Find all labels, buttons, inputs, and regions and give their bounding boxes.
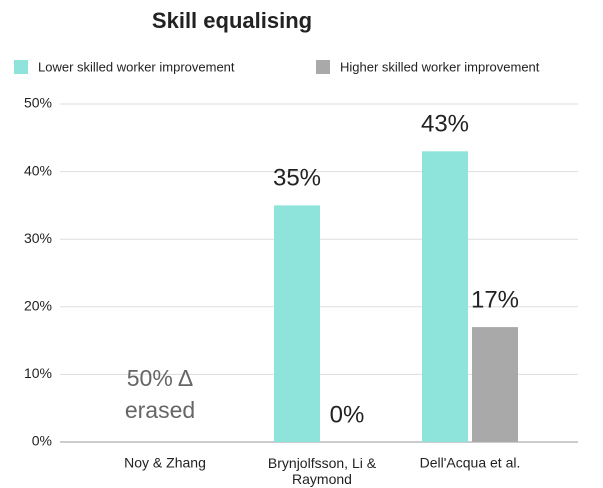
bar xyxy=(274,205,320,442)
y-tick-label: 50% xyxy=(24,95,52,111)
x-tick-label: Dell'Acqua et al. xyxy=(420,455,521,471)
legend-label: Higher skilled worker improvement xyxy=(340,59,540,74)
y-tick-label: 10% xyxy=(24,365,52,381)
legend-swatch xyxy=(14,60,28,74)
annotation: erased xyxy=(125,397,195,423)
bar xyxy=(472,327,518,442)
x-tick-label: Noy & Zhang xyxy=(124,455,206,471)
y-tick-label: 30% xyxy=(24,230,52,246)
data-label: 0% xyxy=(330,401,365,428)
y-tick-label: 0% xyxy=(32,433,52,449)
bar xyxy=(422,151,468,442)
data-label: 17% xyxy=(471,286,519,313)
chart-title: Skill equalising xyxy=(152,8,312,33)
data-label: 35% xyxy=(273,165,321,192)
x-tick-label: Brynjolfsson, Li & Raymond xyxy=(268,455,377,487)
data-label: 43% xyxy=(421,111,469,138)
y-tick-label: 20% xyxy=(24,298,52,314)
y-tick-label: 40% xyxy=(24,162,52,178)
legend-label: Lower skilled worker improvement xyxy=(38,59,235,74)
legend-swatch xyxy=(316,60,330,74)
annotation: 50% Δ xyxy=(127,365,194,391)
